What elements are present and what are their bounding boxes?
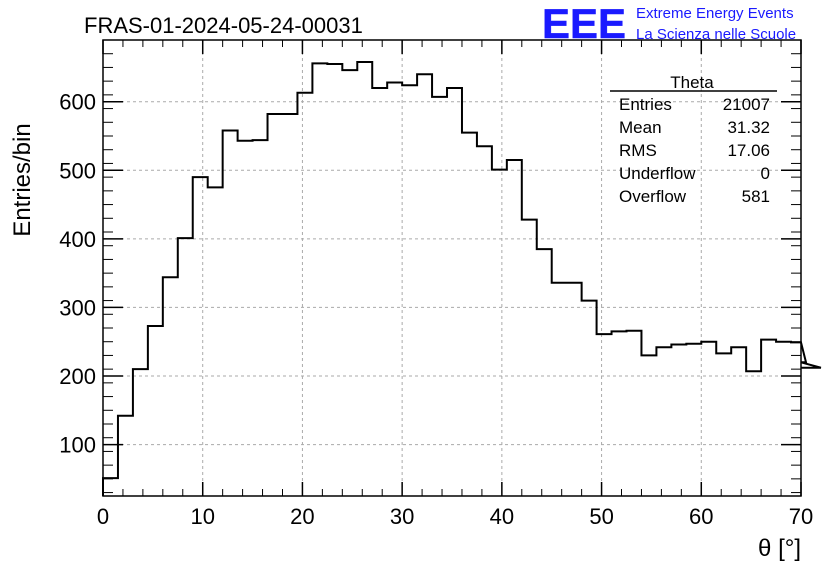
stats-label: Mean	[619, 118, 662, 137]
logo-line-2: La Scienza nelle Scuole	[636, 26, 796, 43]
stats-label: Overflow	[619, 187, 687, 206]
stats-box: Theta Entries 21007 Mean 31.32 RMS 17.06 Under…	[610, 73, 777, 206]
x-tick-label: 40	[490, 504, 514, 529]
stats-label: Entries	[619, 95, 672, 114]
stats-value: 581	[742, 187, 770, 206]
stats-value: 17.06	[727, 141, 770, 160]
stats-value: 0	[761, 164, 770, 183]
x-axis-label: θ [°]	[758, 535, 801, 562]
chart-title: FRAS-01-2024-05-24-00031	[84, 13, 363, 38]
stats-label: RMS	[619, 141, 657, 160]
stats-value: 31.32	[727, 118, 770, 137]
stats-value: 21007	[723, 95, 770, 114]
tick-labels: 0 10 20 30 40 50 60 70 100 200 300 400 500 600	[59, 90, 813, 529]
x-tick-label: 50	[589, 504, 613, 529]
histogram-line	[102, 60, 822, 496]
axis-ticks	[102, 40, 802, 496]
y-tick-label: 500	[59, 158, 96, 183]
stats-title: Theta	[670, 73, 714, 92]
stats-label: Underflow	[619, 164, 696, 183]
x-tick-label: 30	[390, 504, 414, 529]
logo-line-1: Extreme Energy Events	[636, 5, 794, 22]
y-axis-label: Entries/bin	[9, 123, 36, 236]
y-tick-label: 300	[59, 295, 96, 320]
eee-logo: EEE Extreme Energy Events La Scienza nel…	[542, 0, 796, 47]
y-tick-label: 600	[59, 90, 96, 115]
x-tick-label: 0	[97, 504, 109, 529]
y-tick-label: 400	[59, 227, 96, 252]
x-tick-label: 20	[290, 504, 314, 529]
grid	[103, 40, 801, 496]
plot-frame	[102, 39, 802, 497]
x-tick-label: 60	[689, 504, 713, 529]
x-tick-label: 70	[789, 504, 813, 529]
x-tick-label: 10	[190, 504, 214, 529]
y-tick-label: 100	[59, 433, 96, 458]
y-tick-label: 200	[59, 364, 96, 389]
logo-mark: EEE	[542, 0, 626, 47]
